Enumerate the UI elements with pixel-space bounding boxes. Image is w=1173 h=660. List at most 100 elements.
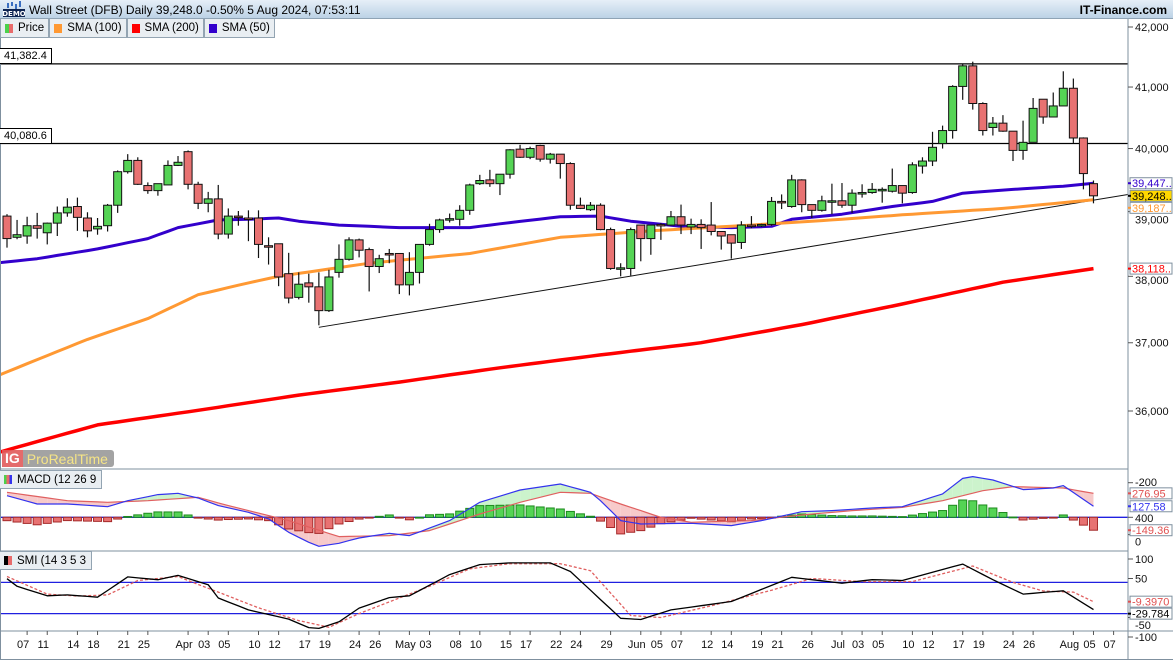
candle[interactable] xyxy=(274,243,284,287)
candle[interactable] xyxy=(988,116,998,136)
candle[interactable] xyxy=(384,248,394,264)
candle[interactable] xyxy=(72,197,82,231)
candle[interactable] xyxy=(2,214,12,248)
candle[interactable] xyxy=(475,174,485,185)
legend-item-sma-50[interactable]: SMA (50) xyxy=(203,19,275,38)
level-label-40080[interactable]: 40,080.6 xyxy=(0,128,52,144)
x-axis[interactable]: 07 11 14 18 21 25 Apr 03 05 10 12 17 19 24 26 May 03 08 10… xyxy=(17,631,1116,651)
candle[interactable] xyxy=(1018,120,1028,160)
candle[interactable] xyxy=(203,191,213,213)
candle[interactable] xyxy=(837,183,847,208)
candle[interactable] xyxy=(153,183,163,196)
candle[interactable] xyxy=(917,157,927,174)
candle[interactable] xyxy=(294,272,304,300)
candle[interactable] xyxy=(223,208,233,239)
candle[interactable] xyxy=(1038,98,1048,124)
candle[interactable] xyxy=(565,162,575,210)
candle[interactable] xyxy=(726,234,736,259)
candle[interactable] xyxy=(264,237,274,265)
candle[interactable] xyxy=(32,212,42,239)
candle[interactable] xyxy=(354,238,364,258)
candle[interactable] xyxy=(948,85,958,139)
candle[interactable] xyxy=(42,222,52,245)
candle[interactable] xyxy=(22,216,32,244)
candle[interactable] xyxy=(113,170,123,213)
y-axis[interactable]: 42,000 41,000 40,000 39,000 38,000 37,000 36,0… xyxy=(1128,22,1169,644)
candle[interactable] xyxy=(767,196,777,226)
candle[interactable] xyxy=(807,204,817,219)
candle[interactable] xyxy=(545,152,555,164)
candle[interactable] xyxy=(1008,130,1018,162)
candle[interactable] xyxy=(968,61,978,110)
candle[interactable] xyxy=(1058,71,1068,107)
candle[interactable] xyxy=(938,125,948,149)
macd-pane[interactable] xyxy=(0,476,1128,547)
candle[interactable] xyxy=(958,64,968,100)
candle[interactable] xyxy=(143,182,153,194)
candle[interactable] xyxy=(314,272,324,326)
candle[interactable] xyxy=(777,194,787,210)
candle[interactable] xyxy=(163,160,173,186)
candle[interactable] xyxy=(606,227,616,270)
candle[interactable] xyxy=(1078,137,1088,190)
candle[interactable] xyxy=(736,221,746,249)
candle[interactable] xyxy=(887,168,897,193)
legend-item-sma-200[interactable]: SMA (200) xyxy=(126,19,204,38)
candle[interactable] xyxy=(284,252,294,304)
candle[interactable] xyxy=(787,174,797,208)
candle[interactable] xyxy=(364,247,374,292)
smi-legend[interactable]: SMI (14 3 5 3 xyxy=(0,551,93,570)
candle[interactable] xyxy=(485,169,495,187)
candle[interactable] xyxy=(525,146,535,160)
candle[interactable] xyxy=(686,218,696,235)
candle[interactable] xyxy=(555,153,565,179)
candle[interactable] xyxy=(585,202,595,211)
candle[interactable] xyxy=(304,273,314,303)
candle[interactable] xyxy=(394,252,404,295)
candle[interactable] xyxy=(716,230,726,250)
candle[interactable] xyxy=(817,195,827,212)
candle[interactable] xyxy=(696,219,706,249)
candle[interactable] xyxy=(877,187,887,203)
candle[interactable] xyxy=(897,185,907,204)
candle[interactable] xyxy=(857,184,867,198)
candle[interactable] xyxy=(435,218,445,233)
candle[interactable] xyxy=(243,210,253,242)
candle[interactable] xyxy=(233,210,243,226)
candle[interactable] xyxy=(414,243,424,284)
candle[interactable] xyxy=(535,144,545,162)
candle[interactable] xyxy=(62,198,72,217)
candle[interactable] xyxy=(324,269,334,312)
candle[interactable] xyxy=(495,173,505,196)
candle[interactable] xyxy=(666,210,676,226)
candle[interactable] xyxy=(123,154,133,174)
candle[interactable] xyxy=(797,179,807,213)
candle[interactable] xyxy=(827,183,837,215)
candle[interactable] xyxy=(193,181,203,210)
candle[interactable] xyxy=(676,204,686,235)
candle[interactable] xyxy=(596,203,606,231)
price-pane[interactable] xyxy=(0,61,1128,454)
candle[interactable] xyxy=(425,223,435,246)
candle[interactable] xyxy=(93,218,103,235)
candle[interactable] xyxy=(978,102,988,136)
candle[interactable] xyxy=(12,219,22,240)
candle[interactable] xyxy=(334,244,344,278)
candle[interactable] xyxy=(374,254,384,274)
candle[interactable] xyxy=(1048,92,1058,118)
candle[interactable] xyxy=(1088,180,1098,204)
candle[interactable] xyxy=(515,144,525,158)
candle[interactable] xyxy=(928,131,938,167)
candle[interactable] xyxy=(103,203,113,232)
candle[interactable] xyxy=(173,156,183,167)
trendline[interactable] xyxy=(318,193,1128,328)
candle[interactable] xyxy=(404,252,414,296)
candle[interactable] xyxy=(133,157,143,185)
candle[interactable] xyxy=(505,149,515,179)
candle[interactable] xyxy=(757,223,766,227)
candle[interactable] xyxy=(616,263,626,277)
candle[interactable] xyxy=(1028,97,1038,143)
candle[interactable] xyxy=(465,183,475,215)
candle[interactable] xyxy=(907,162,917,194)
candle[interactable] xyxy=(213,184,223,240)
